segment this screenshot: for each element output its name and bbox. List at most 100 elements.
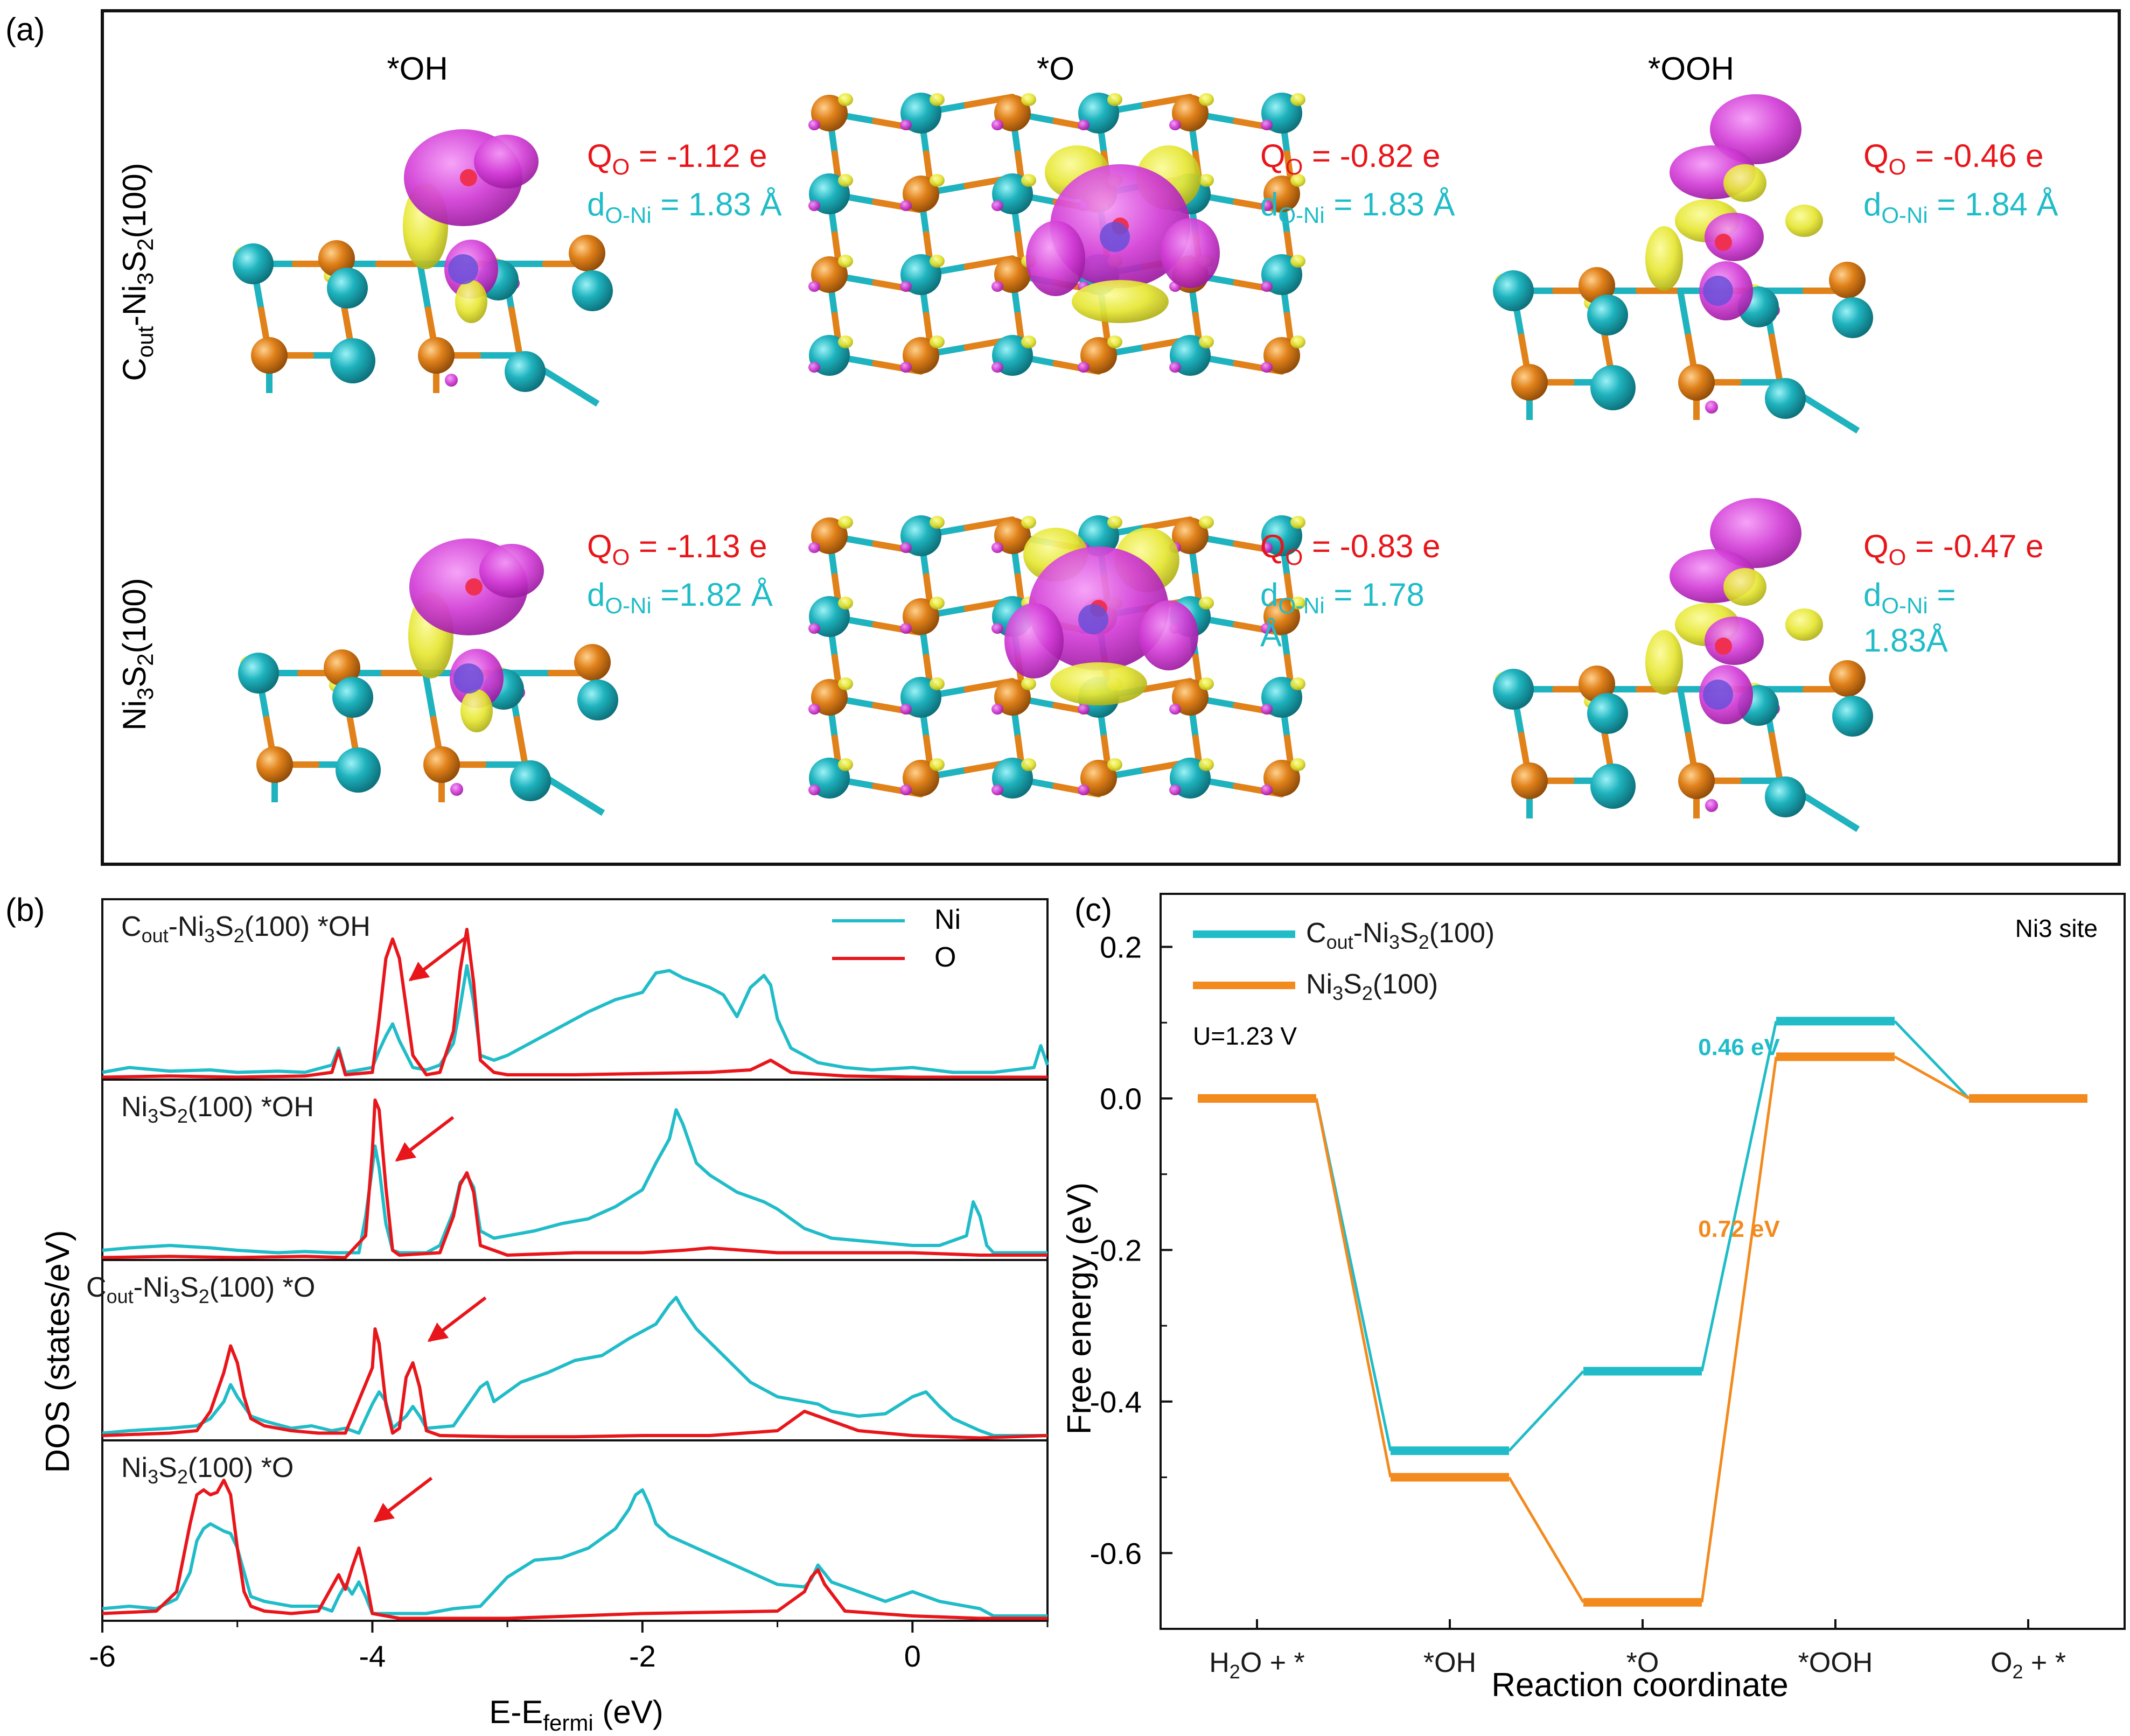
y-tick-label: -0.6 — [1090, 1536, 1142, 1570]
density-lobe-magenta — [900, 362, 912, 373]
free-energy-ylabel: Free energy (eV) — [1061, 1182, 1098, 1435]
o-atom — [460, 169, 477, 186]
dos-series-ni — [102, 1108, 1047, 1255]
density-lobe-yellow — [838, 516, 853, 529]
density-lobe-magenta — [1705, 799, 1718, 812]
density-lobe-magenta — [808, 785, 820, 795]
x-tick-label: -6 — [89, 1639, 116, 1673]
ni-site-atom — [448, 254, 478, 284]
density-lobe-magenta — [808, 704, 820, 715]
s-atom — [1263, 598, 1300, 635]
s-atom — [1172, 517, 1209, 554]
density-lobe-yellow — [1199, 93, 1214, 106]
density-lobe-magenta — [1710, 94, 1801, 164]
density-lobe-magenta — [1169, 362, 1181, 373]
category-label: O2 + * — [1991, 1647, 2066, 1683]
density-lobe-magenta — [900, 623, 912, 634]
density-lobe-yellow — [1290, 174, 1305, 187]
density-lobe-magenta — [1261, 704, 1273, 715]
bond — [508, 306, 523, 359]
density-lobe-magenta — [1261, 623, 1273, 634]
q-label-ni3s2-oh: QO = -1.13 e — [587, 528, 767, 570]
y-tick-label: 0.0 — [1100, 1082, 1142, 1116]
x-tick-label: -2 — [629, 1639, 656, 1673]
ni-atom — [1587, 295, 1628, 335]
density-lobe-yellow — [1050, 662, 1147, 705]
s-atom — [1829, 262, 1866, 298]
dos-subplot-title: Ni3S2(100) *O — [121, 1452, 294, 1488]
density-lobe-yellow — [1021, 758, 1036, 771]
energy-connector — [1894, 1020, 1970, 1100]
ni-atom — [330, 338, 375, 383]
ni-site-atom — [1703, 276, 1733, 306]
ni-atom — [1590, 365, 1636, 410]
bond — [514, 716, 528, 768]
energy-connector — [1508, 1370, 1584, 1452]
density-lobe-yellow — [1107, 93, 1122, 106]
density-lobe-magenta — [1169, 785, 1181, 795]
dos-series-ni — [102, 1296, 1047, 1437]
density-lobe-magenta — [1169, 120, 1181, 130]
s-atom — [251, 337, 288, 374]
ni-site-atom — [1703, 680, 1733, 710]
s-atom — [811, 256, 848, 293]
y-tick-label: 0.2 — [1100, 930, 1142, 964]
dos-series-o — [102, 1098, 1047, 1259]
panel-c-label: (c) — [1074, 892, 1112, 928]
density-lobe-magenta — [1705, 617, 1764, 665]
density-lobe-yellow — [1290, 758, 1305, 771]
density-lobe-magenta — [991, 704, 1003, 715]
s-atom — [1263, 760, 1300, 796]
d-label-ni3s2-oh: dO-Ni =1.82 Å — [587, 577, 773, 618]
density-lobe-yellow — [1290, 255, 1305, 268]
density-lobe-yellow — [1290, 516, 1305, 529]
ni-atom — [1832, 297, 1873, 338]
x-tick-label: 0 — [904, 1639, 921, 1673]
s-atom — [811, 95, 848, 131]
density-lobe-magenta — [900, 542, 912, 553]
density-lobe-yellow — [930, 516, 945, 529]
density-lobe-magenta — [1710, 498, 1801, 568]
energy-connector — [1315, 1098, 1392, 1478]
s-atom — [1080, 337, 1117, 374]
energy-barrier-label: 0.72 eV — [1698, 1216, 1780, 1242]
s-atom — [1172, 679, 1209, 716]
ni-atom — [1765, 378, 1806, 419]
density-lobe-yellow — [838, 677, 853, 690]
density-lobe-magenta — [991, 362, 1003, 373]
surface-slab — [1493, 660, 1873, 832]
q-label-ni3s2-o: QO = -0.83 e — [1260, 528, 1441, 570]
column-header-ooh: *OOH — [1648, 51, 1734, 87]
density-lobe-yellow — [930, 93, 945, 106]
s-atom — [994, 517, 1031, 554]
column-header-o: *O — [1037, 51, 1074, 87]
density-lobe-yellow — [838, 93, 853, 106]
density-lobe-yellow — [930, 677, 945, 690]
s-atom — [811, 679, 848, 716]
y-tick-label: -0.2 — [1090, 1233, 1142, 1267]
density-lobe-yellow — [1199, 516, 1214, 529]
s-atom — [903, 337, 939, 374]
density-lobe-yellow — [1107, 335, 1122, 348]
charge-distance-labels: QO = -1.12 e dO-Ni = 1.83 Å QO = -0.82 e… — [587, 138, 2058, 659]
dos-xlabel: E-Efermi (eV) — [489, 1694, 663, 1735]
q-label-ni3s2-ooh: QO = -0.47 e — [1863, 528, 2044, 570]
ni-site-atom — [453, 663, 484, 694]
density-lobe-magenta — [1705, 213, 1764, 261]
adsorbate-density — [1004, 528, 1198, 705]
density-lobe-magenta — [808, 200, 820, 211]
q-label-cout-oh: QO = -1.12 e — [587, 138, 767, 179]
dos-subplot: Ni3S2(100) *OH — [101, 1079, 1049, 1261]
peak-arrow — [408, 935, 468, 982]
density-lobe-magenta — [1004, 603, 1064, 678]
energy-connector — [1894, 1055, 1970, 1100]
free-energy-frame — [1160, 893, 2126, 1630]
peak-arrow — [373, 1476, 433, 1523]
density-lobe-yellow — [1199, 758, 1214, 771]
density-lobe-yellow — [1021, 93, 1036, 106]
density-lobe-magenta — [1139, 600, 1198, 670]
density-lobe-magenta — [445, 374, 458, 387]
adsorbate-density — [403, 129, 539, 323]
s-atom — [1829, 660, 1866, 697]
dos-subplot: Cout-Ni3S2(100) *OH — [101, 898, 1049, 1081]
